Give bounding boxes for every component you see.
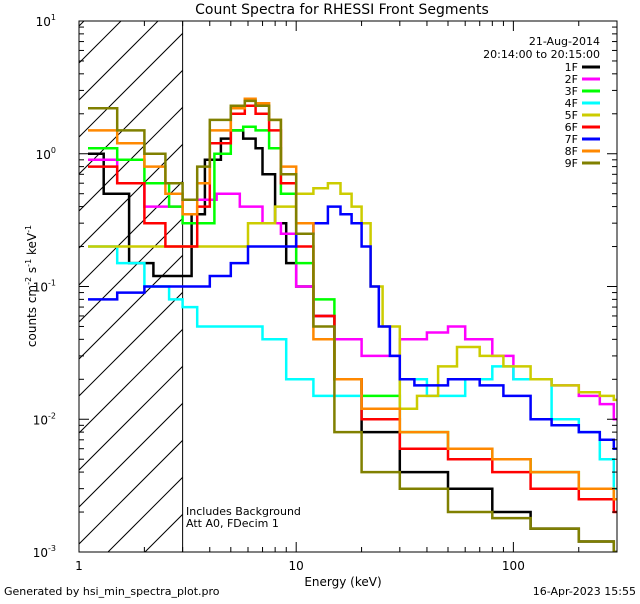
y-tick-label-base: 10 [33,413,48,427]
x-axis-label: Energy (keV) [304,575,381,589]
y-axis-label-unit: s [25,267,39,277]
hatch-line [0,0,79,552]
series-line-7f [88,205,617,450]
hatch-line [79,328,183,434]
y-tick-label: 100 [36,146,56,162]
y-tick-label-base: 10 [36,148,51,162]
legend-label: 9F [565,157,578,170]
x-tick-label: 100 [502,559,525,573]
hatched-region [0,0,183,552]
hatch-line [79,21,159,101]
y-axis-label-exp: -2 [24,277,33,285]
hatch-line [0,0,116,552]
hatch-line [79,21,85,27]
hatch-line [79,254,183,360]
hatch-line [79,32,183,138]
series-line-9f [88,99,617,552]
axis-ticks [78,20,618,553]
y-tick-label: 10-1 [33,279,56,295]
y-axis-label-unit: keV [25,232,39,259]
series-line-6f [88,104,617,514]
hatch-line [79,365,183,471]
y-tick-label-exp: 0 [51,146,56,155]
hatch-line [79,180,183,286]
hatch-line [79,21,122,64]
footer-generated-by: Generated by hsi_min_spectra_plot.pro [4,585,220,598]
annotation-background: Includes Background [186,505,301,518]
y-tick-label: 10-3 [33,544,56,560]
legend-label: 6F [565,121,578,134]
hatch-line [79,402,183,508]
legend-time-range: 20:14:00 to 20:15:00 [483,48,600,61]
x-tick-label: 10 [289,559,304,573]
series-line-5f [88,181,617,410]
series-group [88,97,617,552]
legend-date: 21-Aug-2014 [529,35,600,48]
hatch-line [79,217,183,323]
chart-title: Count Spectra for RHESSI Front Segments [195,2,489,18]
y-tick-label-base: 10 [33,281,48,295]
y-tick-label-base: 10 [36,15,51,29]
hatch-line [79,69,183,175]
x-tick-label: 1 [75,559,83,573]
legend-label: 7F [565,133,578,146]
footer-timestamp: 16-Apr-2023 15:55 [533,585,636,598]
annotation-attenuator: Att A0, FDecim 1 [186,517,279,530]
y-axis-label-exp: -1 [24,259,33,267]
y-tick-label-exp: -3 [48,544,56,553]
y-tick-label: 10-2 [33,411,56,427]
legend-label: 3F [565,85,578,98]
y-tick-label: 101 [36,13,56,29]
series-line-1f [88,129,617,552]
legend-label: 5F [565,109,578,122]
y-tick-label-exp: -2 [48,411,56,420]
y-axis-label-exp: -1 [24,225,33,233]
y-tick-label-base: 10 [33,546,48,560]
hatch-line [79,439,183,545]
x-tick-labels: 1 10 100 [75,559,525,573]
series-line-4f [88,245,617,490]
y-tick-label-exp: 1 [51,13,56,22]
legend-label: 2F [565,73,578,86]
legend-label: 4F [565,97,578,110]
y-tick-label-exp: -1 [48,279,56,288]
legend-label: 1F [565,61,578,74]
y-axis-label: counts cm-2 s-1 keV-1 [24,225,39,347]
hatch-line [79,291,183,397]
y-axis-label-base: counts cm [25,285,39,347]
legend-label: 8F [565,145,578,158]
